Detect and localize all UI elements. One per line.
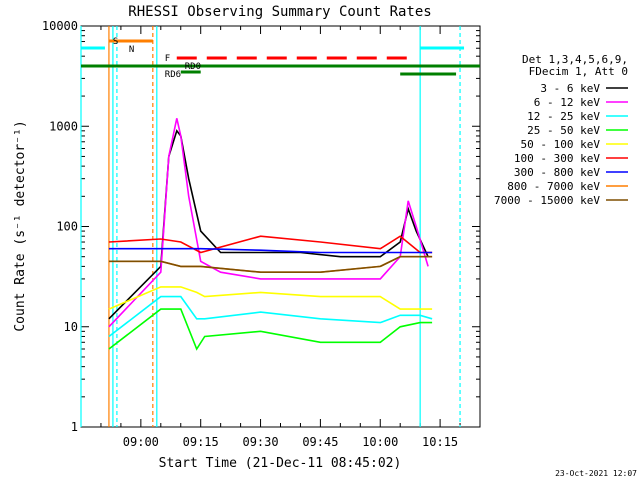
x-tick-label: 10:15: [422, 435, 458, 449]
series-line: [108, 255, 433, 274]
legend-label: 12 - 25 keV: [527, 110, 600, 123]
series-line: [108, 295, 433, 338]
x-tick-label: 09:30: [242, 435, 278, 449]
y-axis: 1 10 100 1000 10000: [42, 19, 480, 434]
series-line: [108, 286, 433, 310]
flag-lines: S N F RD0 RD6: [80, 26, 480, 427]
legend-label: 100 - 300 keV: [514, 152, 600, 165]
x-tick-label: 09:15: [183, 435, 219, 449]
series-line: [108, 247, 433, 254]
legend-label: 6 - 12 keV: [534, 96, 601, 109]
y-tick-label: 10000: [42, 19, 78, 33]
legend-header: Det 1,3,4,5,6,9,: [522, 53, 628, 66]
x-tick-label: 10:00: [362, 435, 398, 449]
series-line: [108, 308, 433, 351]
n-flag-label: N: [129, 45, 134, 55]
x-tick-label: 09:45: [302, 435, 338, 449]
y-tick-label: 100: [56, 220, 78, 234]
y-tick-label: 10: [64, 320, 78, 334]
f-flag-label: F: [165, 54, 170, 64]
legend: Det 1,3,4,5,6,9,FDecim 1, Att 0 3 - 6 keV…: [494, 53, 628, 207]
legend-label: 50 - 100 keV: [521, 138, 601, 151]
y-tick-label: 1: [71, 420, 78, 434]
y-axis-label: Count Rate (s⁻¹ detector⁻¹): [13, 120, 28, 331]
legend-label: 25 - 50 keV: [527, 124, 600, 137]
legend-label: 800 - 7000 keV: [507, 180, 600, 193]
x-tick-label: 09:00: [123, 435, 159, 449]
x-axis-label: Start Time (21-Dec-11 08:45:02): [159, 456, 402, 471]
series-line: [108, 235, 433, 254]
footer-date: 23-Oct-2021 12:07: [555, 469, 637, 478]
x-axis: 09:00 09:15 09:30 09:45 10:00 10:15: [80, 26, 481, 449]
legend-label: 3 - 6 keV: [540, 82, 600, 95]
series-line: [108, 118, 429, 328]
y-tick-label: 1000: [49, 119, 78, 133]
s-flag-label: S: [113, 37, 118, 47]
legend-label: 7000 - 15000 keV: [494, 194, 600, 207]
rd6-flag-label: RD6: [165, 70, 181, 80]
chart-title: RHESSI Observing Summary Count Rates: [128, 4, 431, 20]
rd0-flag-label: RD0: [185, 62, 201, 72]
legend-label: 300 - 800 keV: [514, 166, 600, 179]
series-lines: [108, 118, 433, 351]
legend-header: FDecim 1, Att 0: [529, 65, 628, 78]
